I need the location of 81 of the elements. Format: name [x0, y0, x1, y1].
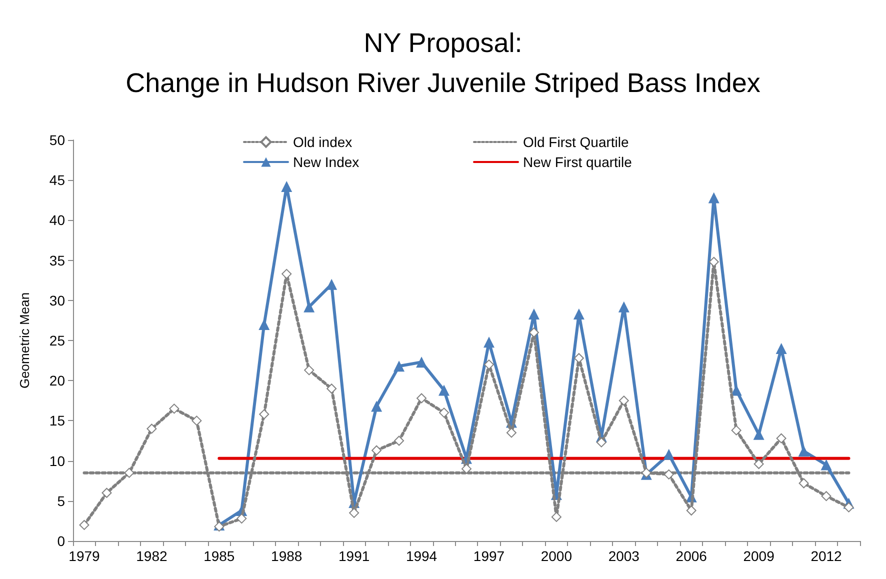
point — [416, 393, 427, 404]
point — [484, 360, 494, 370]
point — [102, 488, 112, 498]
point — [528, 308, 540, 320]
x-tick-label: 1979 — [68, 548, 100, 564]
y-tick-label: 5 — [57, 492, 66, 509]
point — [192, 416, 202, 426]
point — [798, 478, 809, 488]
point — [394, 360, 405, 372]
point — [258, 318, 270, 330]
point — [753, 428, 764, 440]
point — [754, 459, 764, 470]
y-tick-label: 15 — [49, 412, 66, 429]
chart-title: NY Proposal: Change in Hudson River Juvenile Striped Bass Index — [126, 28, 761, 98]
point — [686, 506, 696, 516]
point — [573, 308, 584, 320]
y-tick-label: 30 — [49, 292, 66, 308]
point — [372, 445, 382, 456]
point — [730, 384, 742, 396]
x-tick-label: 1988 — [271, 548, 302, 564]
point — [821, 491, 832, 502]
y-tick-label: 10 — [49, 452, 66, 469]
point — [146, 424, 157, 434]
legend-label: Old First Quartile — [523, 134, 630, 150]
point — [124, 468, 134, 478]
point — [79, 520, 90, 530]
x-tick-label: 1982 — [136, 548, 168, 564]
point — [820, 459, 832, 470]
point — [349, 508, 360, 518]
x-tick-label: 2006 — [676, 548, 708, 564]
point — [618, 396, 629, 406]
point — [371, 400, 382, 412]
point — [551, 512, 562, 522]
point — [844, 502, 854, 512]
x-tick-label: 1994 — [406, 548, 438, 564]
y-axis-title: Geometric Mean — [17, 292, 32, 389]
point — [259, 409, 270, 420]
legend-label: New Index — [293, 154, 360, 170]
x-tick-label: 1991 — [338, 548, 370, 564]
point — [416, 356, 428, 368]
y-tick-label: 45 — [49, 172, 66, 188]
point — [169, 404, 180, 414]
point — [528, 327, 539, 338]
point — [214, 522, 224, 532]
legend-label: New First quartile — [523, 154, 632, 170]
x-tick-label: 2012 — [810, 548, 842, 564]
point — [483, 336, 494, 348]
point — [439, 408, 450, 418]
point — [776, 343, 787, 354]
point — [574, 353, 584, 364]
point — [394, 436, 404, 446]
point — [596, 437, 606, 448]
y-tick-label: 35 — [49, 252, 66, 268]
y-tick-label: 50 — [49, 132, 66, 148]
y-tick-label: 20 — [49, 372, 66, 389]
point — [281, 181, 292, 192]
point — [798, 446, 810, 457]
point — [282, 268, 292, 279]
point — [304, 365, 314, 376]
x-tick-label: 1985 — [204, 548, 235, 564]
point — [663, 448, 674, 460]
x-tick-label: 2000 — [540, 548, 572, 564]
point — [708, 256, 719, 267]
point — [506, 428, 516, 438]
point — [236, 514, 247, 524]
point — [664, 469, 674, 480]
y-tick-label: 25 — [49, 332, 66, 348]
point — [708, 192, 720, 204]
point — [438, 384, 450, 396]
point — [776, 433, 786, 444]
x-tick-label: 1997 — [473, 548, 505, 564]
point — [462, 464, 472, 474]
point — [304, 301, 315, 312]
x-tick-label: 2003 — [608, 548, 640, 564]
point — [731, 425, 742, 436]
legend-label: Old index — [293, 134, 352, 150]
point — [326, 384, 337, 394]
y-tick-label: 0 — [57, 533, 66, 549]
x-tick-label: 2009 — [743, 548, 775, 564]
y-tick-label: 40 — [49, 212, 66, 228]
point — [618, 301, 630, 312]
